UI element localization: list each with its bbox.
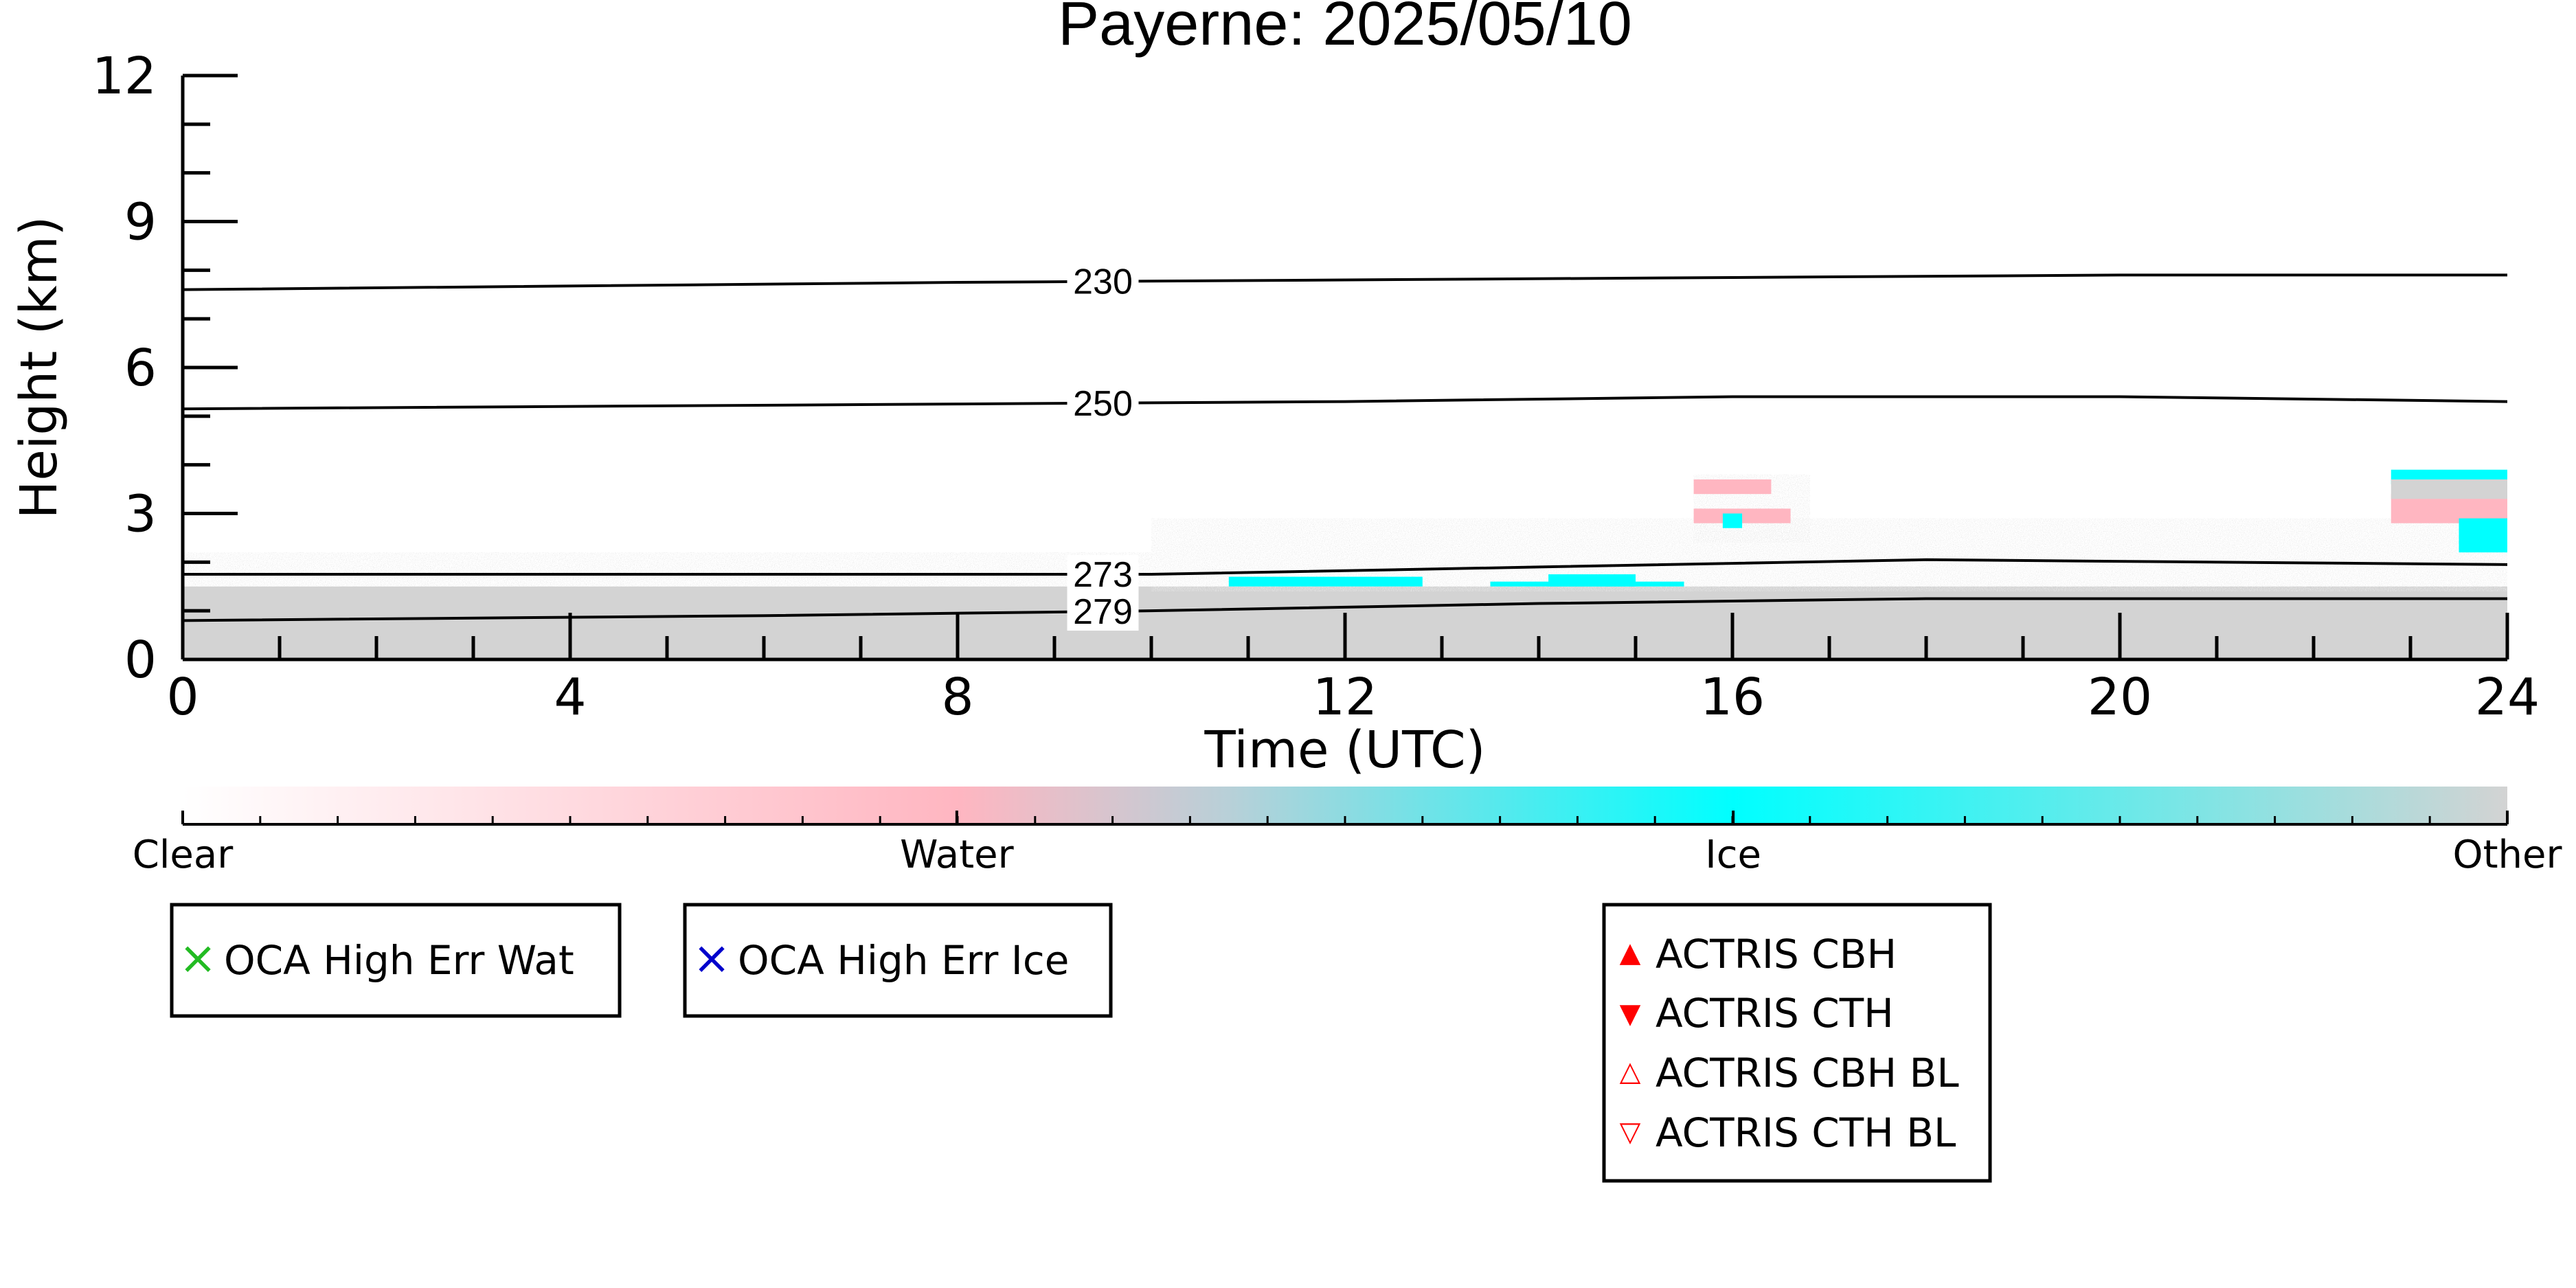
colorbar-label-ice: Ice bbox=[1705, 833, 1761, 877]
contour-label-bg-250 bbox=[1067, 383, 1139, 422]
x-tick-label: 0 bbox=[166, 668, 199, 727]
contour-line-230 bbox=[183, 273, 2507, 291]
actris-cbh-label: ACTRIS CBH bbox=[1656, 931, 1897, 978]
y-axis-label: Height (km) bbox=[10, 216, 69, 519]
oca-ice-marker-icon: × bbox=[692, 931, 730, 984]
actris-cbh-marker-icon: ▲ bbox=[1620, 937, 1641, 969]
x-tick-label: 16 bbox=[1700, 668, 1765, 727]
classification-region-other bbox=[183, 552, 1151, 587]
contour-label-bg-279 bbox=[1067, 592, 1139, 631]
contour-line-273 bbox=[183, 558, 2507, 576]
y-tick-label: 6 bbox=[124, 339, 157, 398]
y-ticks: 0 3 6 9 12 bbox=[92, 47, 238, 690]
actris-cth-label: ACTRIS CTH bbox=[1656, 990, 1894, 1037]
contour-label-bg-230 bbox=[1067, 262, 1139, 301]
classification-region-other bbox=[2391, 479, 2507, 499]
contour-line-279 bbox=[183, 597, 2507, 622]
contour-label-279: 279 bbox=[1073, 592, 1133, 632]
colorbar-label-clear: Clear bbox=[133, 833, 234, 877]
actris-cbh-bl-label: ACTRIS CBH BL bbox=[1656, 1050, 1959, 1096]
actris-cth-bl-label: ACTRIS CTH BL bbox=[1656, 1109, 1956, 1156]
x-axis-label: Time (UTC) bbox=[1204, 721, 1485, 780]
actris-cbh-bl-marker-icon: △ bbox=[1620, 1056, 1641, 1087]
x-tick-label: 20 bbox=[2088, 668, 2152, 727]
contour-line-250 bbox=[183, 395, 2507, 411]
chart-title: Payerne: 2025/05/10 bbox=[1058, 0, 1632, 58]
contour-label-bg-273 bbox=[1067, 555, 1139, 594]
legend-oca-ice: × OCA High Err Ice bbox=[683, 903, 1113, 1018]
contour-label-250: 250 bbox=[1073, 384, 1133, 424]
x-tick-label: 4 bbox=[554, 668, 586, 727]
legend-actris: ▲ ACTRIS CBH ▼ ACTRIS CTH △ ACTRIS CBH B… bbox=[1602, 903, 1992, 1183]
y-tick-label: 0 bbox=[124, 631, 157, 690]
oca-ice-label: OCA High Err Ice bbox=[738, 937, 1069, 984]
classification-region-ice bbox=[1228, 576, 1423, 587]
classification-region-water bbox=[1693, 479, 1772, 495]
legend-oca-water: × OCA High Err Wat bbox=[170, 903, 622, 1018]
y-tick-label: 12 bbox=[92, 47, 157, 106]
x-ticks: 0 4 8 12 16 20 24 bbox=[166, 613, 2540, 727]
classification-region-ice bbox=[1722, 513, 1743, 528]
x-tick-label: 24 bbox=[2475, 668, 2540, 727]
contour-label-273: 273 bbox=[1073, 555, 1133, 595]
actris-cth-marker-icon: ▼ bbox=[1620, 998, 1641, 1030]
colorbar: Clear Water Ice Other bbox=[133, 787, 2562, 877]
actris-cth-bl-marker-icon: ▽ bbox=[1620, 1116, 1641, 1148]
classification-region-water bbox=[1693, 508, 1791, 523]
colorbar-label-other: Other bbox=[2452, 833, 2562, 877]
oca-water-label: OCA High Err Wat bbox=[224, 937, 574, 984]
x-tick-label: 12 bbox=[1313, 668, 1377, 727]
classification-region-ice bbox=[2459, 518, 2507, 553]
y-tick-label: 3 bbox=[124, 485, 157, 544]
y-tick-label: 9 bbox=[124, 193, 157, 252]
x-tick-label: 8 bbox=[941, 668, 973, 727]
contour-label-230: 230 bbox=[1073, 262, 1133, 302]
classification-region-ice bbox=[1490, 581, 1684, 587]
colorbar-label-water: Water bbox=[900, 833, 1015, 877]
oca-water-marker-icon: × bbox=[179, 931, 216, 984]
